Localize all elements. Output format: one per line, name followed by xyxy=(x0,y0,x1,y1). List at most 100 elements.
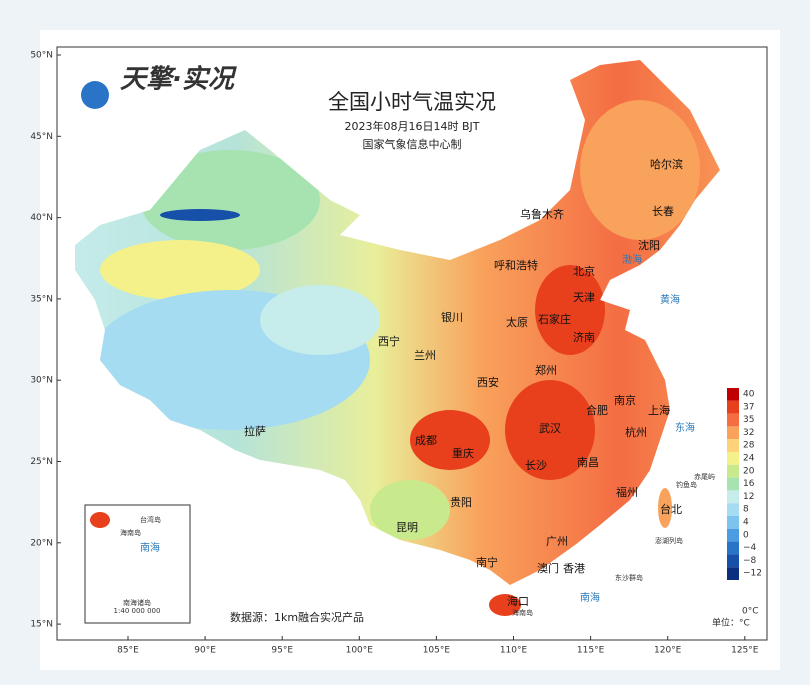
legend-swatch xyxy=(727,413,739,427)
city: 武汉 xyxy=(539,422,561,435)
city: 北京 xyxy=(573,264,595,278)
city: 合肥 xyxy=(586,403,608,417)
legend-swatch xyxy=(727,503,739,516)
legend-swatch xyxy=(727,464,739,478)
island-label: 赤尾屿 xyxy=(694,472,715,481)
city: 成都 xyxy=(415,434,437,447)
city: 郑州 xyxy=(535,363,557,377)
island-label: 海南岛 xyxy=(512,608,533,617)
inset-scale: 1:40 000 000 xyxy=(114,607,161,615)
logo: 天擎·实况 xyxy=(120,65,238,95)
lon-label: 110°E xyxy=(500,646,528,656)
inset-label: 南海 xyxy=(140,541,160,554)
legend-label: 40 xyxy=(743,390,755,400)
city: 长春 xyxy=(652,205,674,218)
city: 呼和浩特 xyxy=(494,258,538,272)
sea-label: 渤海 xyxy=(622,253,642,266)
legend-swatch xyxy=(727,554,739,568)
city: 沈阳 xyxy=(638,238,660,252)
city: 南昌 xyxy=(577,456,599,469)
lat-label: 15°N xyxy=(30,620,53,630)
legend-unit: 单位：°C xyxy=(712,617,750,629)
title: 全国小时气温实况 xyxy=(328,90,496,114)
time: 2023年08月16日14时 BJT xyxy=(345,119,480,133)
city: 福州 xyxy=(616,485,638,499)
inset-hainan xyxy=(90,512,110,528)
inset-label: 台湾岛 xyxy=(140,515,161,524)
lon-label: 90°E xyxy=(194,646,216,656)
legend-swatch xyxy=(727,490,739,504)
city: 济南 xyxy=(573,330,595,344)
lon-label: 95°E xyxy=(271,646,293,656)
legend-label: 24 xyxy=(743,454,755,464)
city: 澳门 xyxy=(537,561,559,575)
legend-label: 0 xyxy=(743,530,749,540)
legend-label: 35 xyxy=(743,415,754,425)
legend-swatch xyxy=(727,388,739,401)
logo-icon xyxy=(81,81,109,109)
lon-label: 100°E xyxy=(346,646,374,656)
legend-swatch xyxy=(727,477,739,491)
city: 台北 xyxy=(660,502,682,516)
lon-label: 115°E xyxy=(577,646,605,656)
lat-label: 20°N xyxy=(30,538,53,548)
city: 西宁 xyxy=(378,334,400,348)
legend-swatch xyxy=(727,426,739,440)
city: 南宁 xyxy=(476,555,498,569)
legend-swatch xyxy=(727,541,739,555)
legend-label: 8 xyxy=(743,505,749,515)
city: 昆明 xyxy=(396,521,418,534)
island-label: 东沙群岛 xyxy=(615,573,643,582)
legend-label: 12 xyxy=(743,492,754,502)
city: 香港 xyxy=(563,562,585,575)
legend-zero: 0°C xyxy=(742,607,759,617)
sea-label: 黄海 xyxy=(660,293,680,306)
city: 海口 xyxy=(507,594,529,608)
producer: 国家气象信息中心制 xyxy=(363,137,462,151)
lon-label: 105°E xyxy=(423,646,451,656)
legend-label: −4 xyxy=(743,543,757,553)
island-label: 钓鱼岛 xyxy=(676,480,697,489)
sea-label: 南海 xyxy=(580,591,600,604)
legend-label: 32 xyxy=(743,428,754,438)
legend-label: 20 xyxy=(743,466,755,476)
lon-label: 85°E xyxy=(117,646,139,656)
city: 西安 xyxy=(477,375,499,389)
legend-swatch xyxy=(727,439,739,452)
lat-label: 25°N xyxy=(30,457,53,467)
city: 太原 xyxy=(506,316,528,329)
lon-label: 120°E xyxy=(654,646,682,656)
lat-label: 40°N xyxy=(30,213,53,223)
sea-label: 东海 xyxy=(675,421,695,434)
legend-label: 37 xyxy=(743,402,754,412)
island-label: 澎湖列岛 xyxy=(655,536,683,545)
source: 数据源：1km融合实况产品 xyxy=(230,610,364,624)
city: 拉萨 xyxy=(244,424,266,438)
legend-label: 4 xyxy=(743,518,749,528)
lat-label: 30°N xyxy=(30,376,53,386)
city: 乌鲁木齐 xyxy=(520,207,564,221)
lat-label: 50°N xyxy=(30,51,53,61)
legend-swatch xyxy=(727,400,739,414)
legend-swatch xyxy=(727,567,739,580)
city: 广州 xyxy=(546,535,568,548)
city: 贵阳 xyxy=(450,496,472,509)
city: 重庆 xyxy=(452,446,474,460)
city: 南京 xyxy=(614,393,636,407)
legend-swatch xyxy=(727,528,739,542)
legend-label: 16 xyxy=(743,479,755,489)
city: 天津 xyxy=(573,291,595,304)
lat-label: 35°N xyxy=(30,294,53,304)
city: 上海 xyxy=(648,403,670,417)
legend-label: −8 xyxy=(743,556,757,566)
inset-label: 南海诸岛 xyxy=(123,598,151,607)
legend-label: 28 xyxy=(743,441,755,451)
lon-label: 125°E xyxy=(731,646,759,656)
legend-swatch xyxy=(727,452,739,465)
city: 石家庄 xyxy=(538,312,571,326)
inset-label: 海南岛 xyxy=(120,528,141,537)
lat-label: 45°N xyxy=(30,132,53,142)
taiwan xyxy=(658,488,672,528)
